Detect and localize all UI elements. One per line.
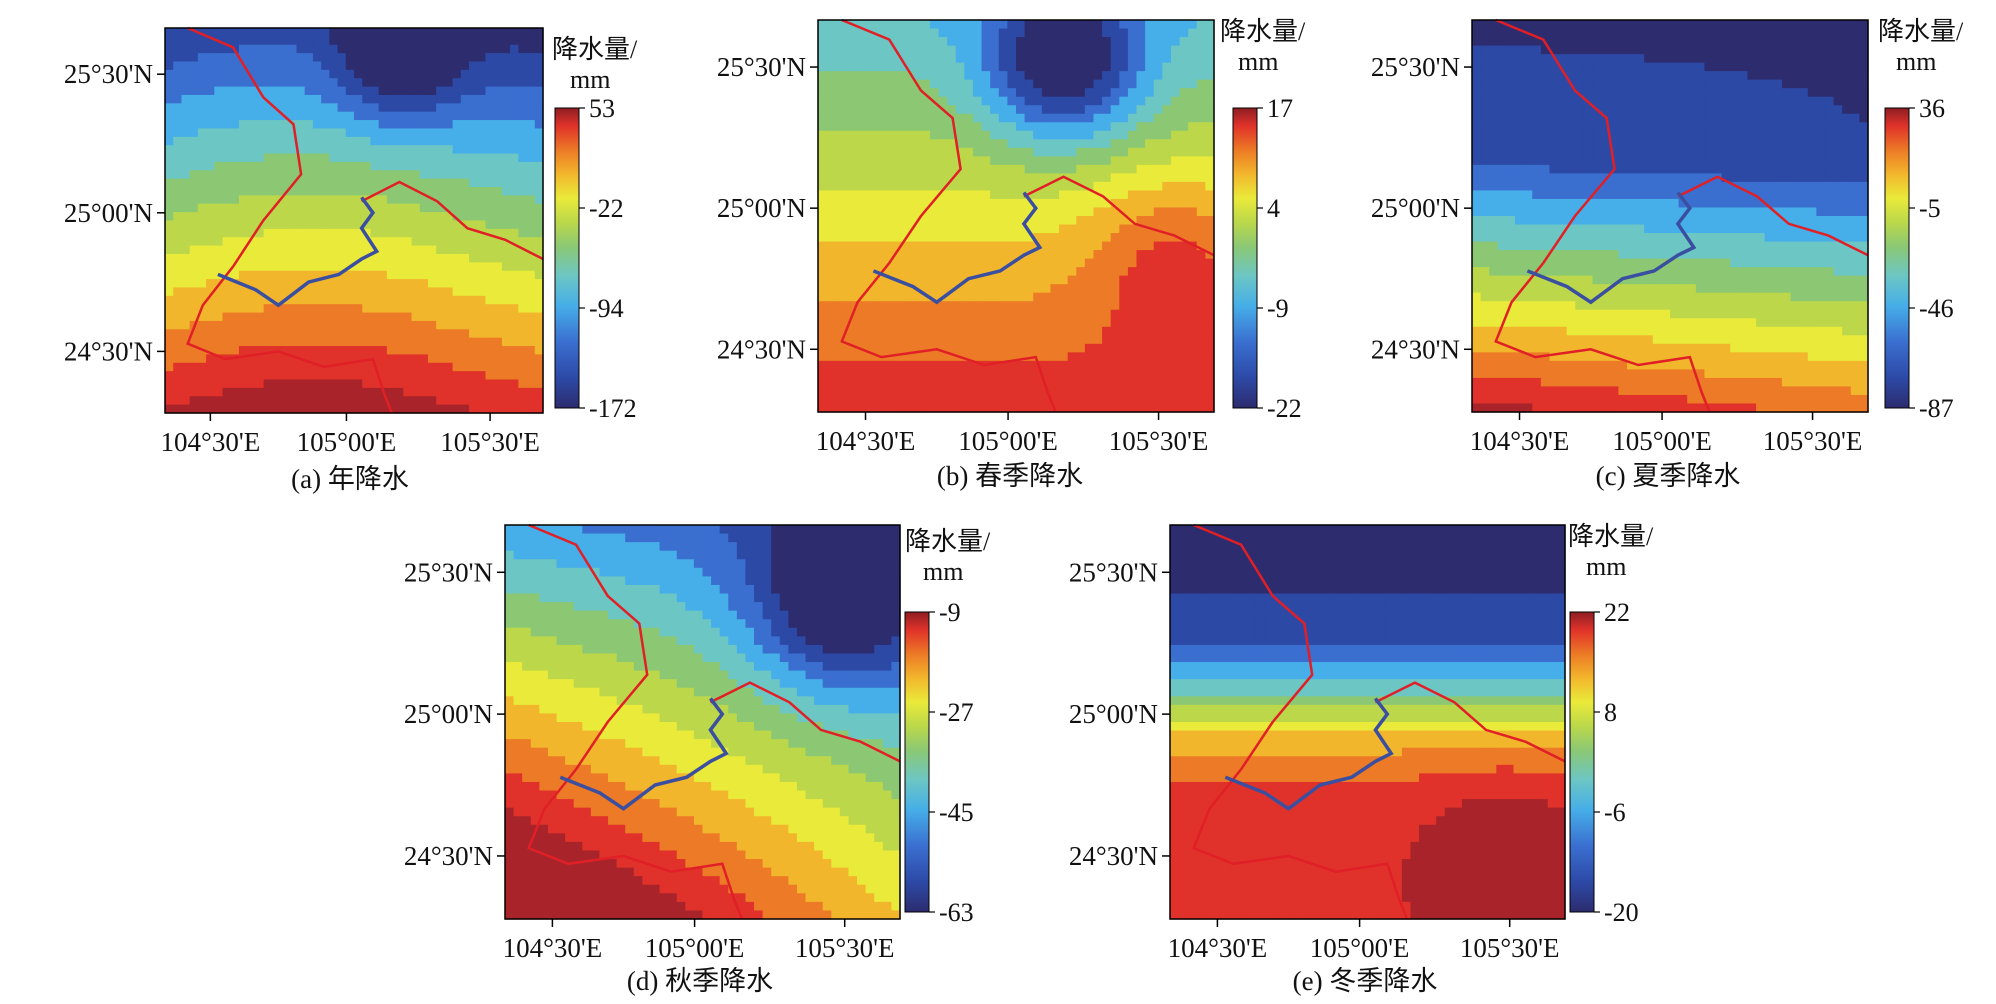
colorbar xyxy=(1885,108,1909,408)
panel-caption: (b) 春季降水 xyxy=(937,461,1083,491)
lat-label: 25°30'N xyxy=(64,59,153,89)
panel-caption: (d) 秋季降水 xyxy=(627,966,773,996)
colorbar-tick-label: -27 xyxy=(939,698,974,727)
colorbar-tick-label: 8 xyxy=(1604,698,1617,727)
contour-map-e xyxy=(1170,525,1566,920)
contour-map-b xyxy=(818,20,1215,413)
colorbar-tick-label: -5 xyxy=(1919,194,1941,223)
lon-label: 105°00'E xyxy=(645,933,745,963)
lon-label: 105°00'E xyxy=(297,427,397,457)
lon-label: 105°30'E xyxy=(1109,426,1209,456)
lat-label: 25°00'N xyxy=(64,198,153,228)
colorbar-tick-label: -45 xyxy=(939,798,974,827)
lat-label: 25°00'N xyxy=(1069,699,1158,729)
colorbar-title: 降水量/ xyxy=(552,35,638,64)
lon-label: 104°30'E xyxy=(503,933,603,963)
lon-label: 105°00'E xyxy=(1612,426,1712,456)
lon-label: 104°30'E xyxy=(161,427,261,457)
contour-map-c xyxy=(1472,20,1869,413)
colorbar-tick-label: -9 xyxy=(939,598,961,627)
lat-label: 25°30'N xyxy=(404,557,493,587)
colorbar-title: 降水量/ xyxy=(1220,17,1306,46)
lat-label: 24°30'N xyxy=(64,336,153,366)
colorbar-unit: mm xyxy=(570,65,610,94)
panel-b: 25°30'N 25°00'N 24°30'N 104°30'E 105°00'E 105… xyxy=(717,17,1306,491)
colorbar-tick-label: -22 xyxy=(589,194,624,223)
colorbar-tick-label: 36 xyxy=(1919,94,1945,123)
colorbar-tick-label: -63 xyxy=(939,898,974,927)
lat-label: 25°00'N xyxy=(1371,193,1460,223)
panel-a: 25°30'N 25°00'N 24°30'N 104°30'E 105°00'E 105… xyxy=(64,28,638,494)
lat-label: 25°30'N xyxy=(717,52,806,82)
lon-label: 105°00'E xyxy=(1310,933,1410,963)
colorbar-tick-label: 4 xyxy=(1267,194,1280,223)
colorbar-tick-label: -94 xyxy=(589,294,624,323)
panel-caption: (a) 年降水 xyxy=(291,464,409,494)
colorbar-title: 降水量/ xyxy=(905,527,991,556)
colorbar xyxy=(1570,612,1594,912)
contour-map-a xyxy=(165,28,544,414)
colorbar-unit: mm xyxy=(1586,552,1626,581)
lon-label: 105°30'E xyxy=(795,933,895,963)
colorbar xyxy=(555,108,579,408)
lat-label: 25°00'N xyxy=(404,699,493,729)
lon-label: 104°30'E xyxy=(1470,426,1570,456)
colorbar-tick-label: -22 xyxy=(1267,394,1302,423)
colorbar-tick-label: 22 xyxy=(1604,598,1630,627)
colorbar-tick-label: -9 xyxy=(1267,294,1289,323)
colorbar-tick-label: 53 xyxy=(589,94,615,123)
colorbar-tick-label: -87 xyxy=(1919,394,1954,423)
panel-d: 25°30'N 25°00'N 24°30'N 104°30'E 105°00'E 105… xyxy=(404,525,991,996)
lon-label: 105°00'E xyxy=(958,426,1058,456)
colorbar-tick-label: -20 xyxy=(1604,898,1639,927)
colorbar-title: 降水量/ xyxy=(1878,17,1964,46)
lat-label: 24°30'N xyxy=(404,841,493,871)
panel-e: 25°30'N 25°00'N 24°30'N 104°30'E 105°00'E 105… xyxy=(1069,522,1654,996)
colorbar-title: 降水量/ xyxy=(1568,522,1654,551)
lat-label: 24°30'N xyxy=(717,334,806,364)
lat-label: 25°00'N xyxy=(717,193,806,223)
panel-c: 25°30'N 25°00'N 24°30'N 104°30'E 105°00'E 105… xyxy=(1371,17,1964,491)
colorbar-tick-label: -46 xyxy=(1919,294,1954,323)
colorbar-tick-label: 17 xyxy=(1267,94,1293,123)
lat-label: 24°30'N xyxy=(1069,841,1158,871)
colorbar-unit: mm xyxy=(923,557,963,586)
panel-caption: (c) 夏季降水 xyxy=(1596,461,1741,491)
colorbar-unit: mm xyxy=(1238,47,1278,76)
colorbar xyxy=(905,612,929,912)
lat-label: 24°30'N xyxy=(1371,334,1460,364)
contour-map-d xyxy=(505,525,901,920)
lon-label: 104°30'E xyxy=(1168,933,1268,963)
lon-label: 104°30'E xyxy=(816,426,916,456)
panel-caption: (e) 冬季降水 xyxy=(1293,966,1438,996)
lon-label: 105°30'E xyxy=(1763,426,1863,456)
lat-label: 25°30'N xyxy=(1069,557,1158,587)
colorbar xyxy=(1233,108,1257,408)
lon-label: 105°30'E xyxy=(1460,933,1560,963)
lon-label: 105°30'E xyxy=(440,427,540,457)
colorbar-tick-label: -6 xyxy=(1604,798,1626,827)
colorbar-unit: mm xyxy=(1896,47,1936,76)
colorbar-tick-label: -172 xyxy=(589,394,637,423)
lat-label: 25°30'N xyxy=(1371,52,1460,82)
